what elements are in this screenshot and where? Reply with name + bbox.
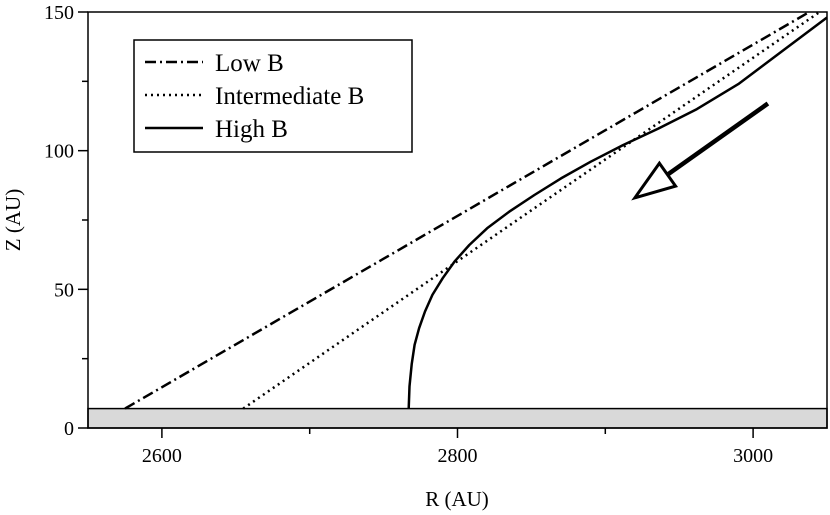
x-tick-label: 2600 xyxy=(142,445,182,467)
x-tick-label: 2800 xyxy=(438,445,478,467)
y-axis-title: Z (AU) xyxy=(1,189,25,251)
tick-layer: 2600 2800 3000 0 50 100 150 xyxy=(44,2,773,467)
legend: Low B Intermediate B High B xyxy=(133,39,413,153)
x-axis-title: R (AU) xyxy=(425,487,489,511)
y-tick-label: 0 xyxy=(64,418,74,440)
series-layer xyxy=(124,10,828,410)
y-tick-label: 50 xyxy=(54,279,74,301)
arrow-layer xyxy=(631,101,770,201)
series-line-intermediate-b xyxy=(242,10,821,410)
disk-band-layer xyxy=(87,407,828,429)
legend-box xyxy=(133,39,413,153)
legend-label: Intermediate B xyxy=(215,83,364,110)
disk-band xyxy=(87,407,828,429)
legend-label: Low B xyxy=(215,50,284,77)
y-tick-label: 150 xyxy=(44,2,74,24)
legend-label: High B xyxy=(215,116,288,143)
flow-arrow-shaft xyxy=(662,101,770,180)
series-line-low-b xyxy=(124,10,810,410)
x-tick-label: 3000 xyxy=(733,445,773,467)
series-line-high-b xyxy=(407,16,828,409)
flow-arrow-head xyxy=(631,160,679,201)
y-tick-label: 100 xyxy=(44,141,74,163)
